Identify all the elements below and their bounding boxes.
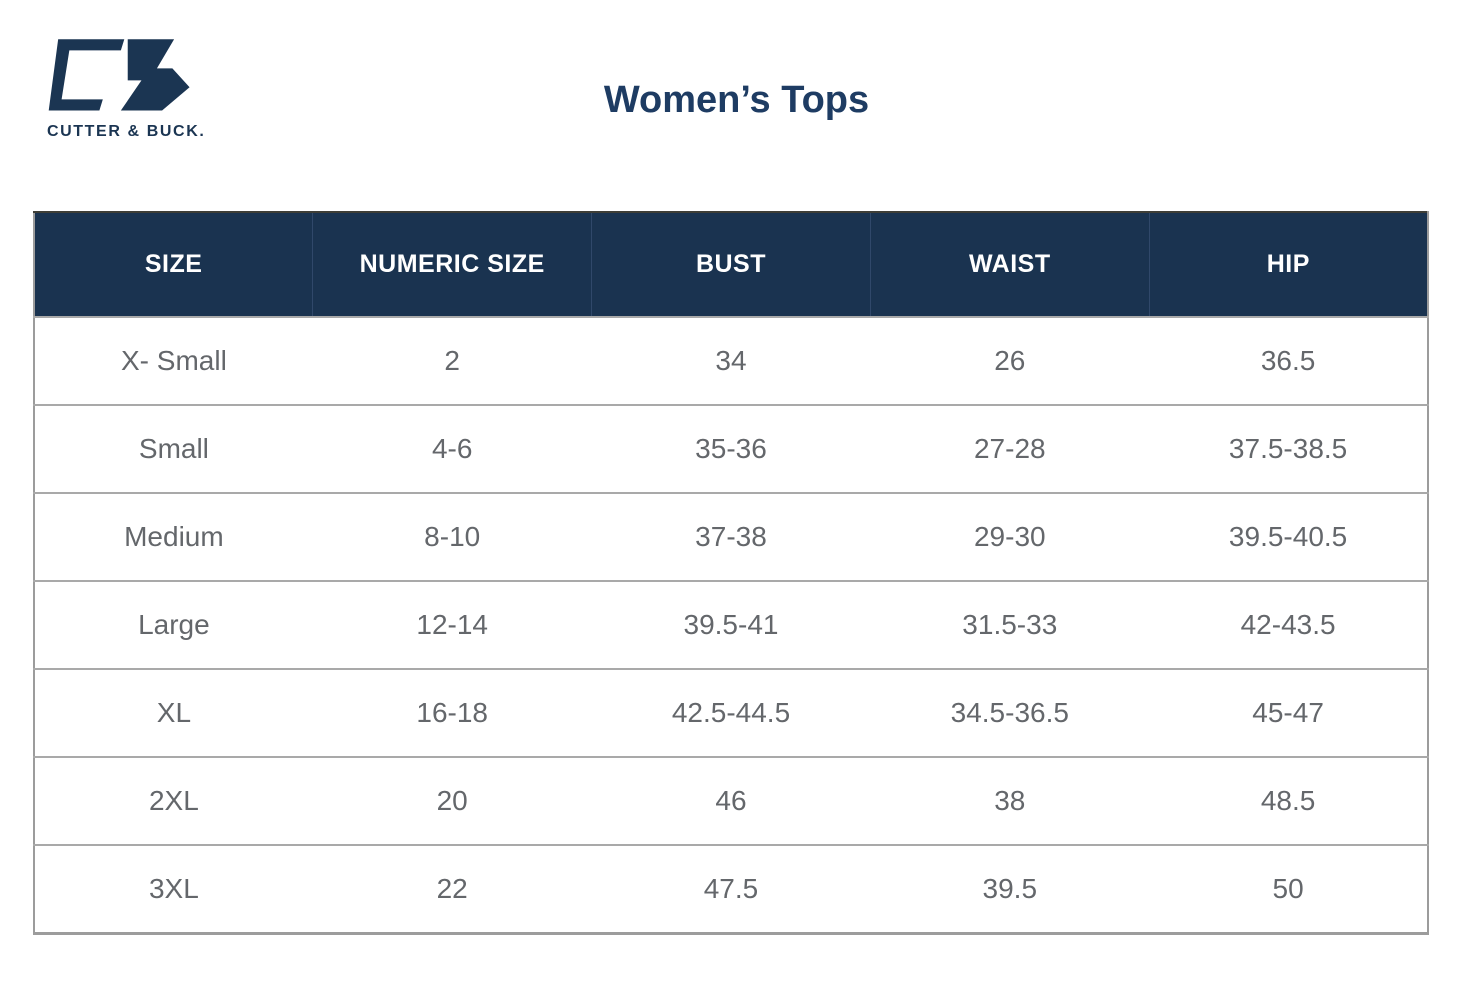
- cell-bust: 42.5-44.5: [591, 669, 871, 757]
- cell-numeric-size: 22: [312, 845, 592, 934]
- cell-hip: 37.5-38.5: [1149, 405, 1428, 493]
- table-row-small: Small 4-6 35-36 27-28 37.5-38.5: [34, 405, 1428, 493]
- column-header-bust: BUST: [591, 212, 871, 317]
- header-row: SIZE NUMERIC SIZE BUST WAIST HIP: [34, 212, 1428, 317]
- cell-numeric-size: 4-6: [312, 405, 592, 493]
- cell-bust: 35-36: [591, 405, 871, 493]
- cell-waist: 27-28: [870, 405, 1150, 493]
- cell-waist: 39.5: [870, 845, 1150, 934]
- cell-hip: 36.5: [1149, 317, 1428, 405]
- cell-bust: 37-38: [591, 493, 871, 581]
- column-header-numeric-size: NUMERIC SIZE: [312, 212, 592, 317]
- cell-hip: 50: [1149, 845, 1428, 934]
- cell-waist: 26: [870, 317, 1150, 405]
- cell-numeric-size: 20: [312, 757, 592, 845]
- cb-monogram-icon: [48, 39, 190, 111]
- cell-numeric-size: 2: [312, 317, 592, 405]
- cell-bust: 39.5-41: [591, 581, 871, 669]
- table-row-3xl: 3XL 22 47.5 39.5 50: [34, 845, 1428, 934]
- cell-hip: 45-47: [1149, 669, 1428, 757]
- table-row-xsmall: X- Small 2 34 26 36.5: [34, 317, 1428, 405]
- table-row-large: Large 12-14 39.5-41 31.5-33 42-43.5: [34, 581, 1428, 669]
- brand-name: CUTTER & BUCK.: [47, 123, 206, 140]
- cell-size: 3XL: [34, 845, 313, 934]
- table-row-medium: Medium 8-10 37-38 29-30 39.5-40.5: [34, 493, 1428, 581]
- column-header-size: SIZE: [34, 212, 313, 317]
- cell-hip: 42-43.5: [1149, 581, 1428, 669]
- cell-numeric-size: 16-18: [312, 669, 592, 757]
- table-row-2xl: 2XL 20 46 38 48.5: [34, 757, 1428, 845]
- cell-bust: 34: [591, 317, 871, 405]
- cell-size: 2XL: [34, 757, 313, 845]
- page-title: Women’s Tops: [603, 79, 870, 121]
- cell-numeric-size: 12-14: [312, 581, 592, 669]
- cell-bust: 46: [591, 757, 871, 845]
- cell-bust: 47.5: [591, 845, 871, 934]
- cell-waist: 34.5-36.5: [870, 669, 1150, 757]
- cell-waist: 31.5-33: [870, 581, 1150, 669]
- size-table-header: SIZE NUMERIC SIZE BUST WAIST HIP: [34, 212, 1428, 317]
- cell-hip: 48.5: [1149, 757, 1428, 845]
- cell-size: Large: [34, 581, 313, 669]
- cell-hip: 39.5-40.5: [1149, 493, 1428, 581]
- cell-size: Small: [34, 405, 313, 493]
- cell-waist: 29-30: [870, 493, 1150, 581]
- brand-logo: CUTTER & BUCK.: [47, 37, 207, 141]
- cell-waist: 38: [870, 757, 1150, 845]
- cell-numeric-size: 8-10: [312, 493, 592, 581]
- size-table: SIZE NUMERIC SIZE BUST WAIST HIP X- Smal…: [33, 211, 1429, 935]
- column-header-hip: HIP: [1148, 212, 1428, 317]
- size-table-body: X- Small 2 34 26 36.5 Small 4-6 35-36 27…: [34, 317, 1428, 934]
- table-row-xl: XL 16-18 42.5-44.5 34.5-36.5 45-47: [34, 669, 1428, 757]
- column-header-waist: WAIST: [869, 212, 1150, 317]
- cell-size: Medium: [34, 493, 313, 581]
- size-table-container: SIZE NUMERIC SIZE BUST WAIST HIP X- Smal…: [33, 211, 1429, 935]
- cell-size: XL: [34, 669, 313, 757]
- cell-size: X- Small: [34, 317, 313, 405]
